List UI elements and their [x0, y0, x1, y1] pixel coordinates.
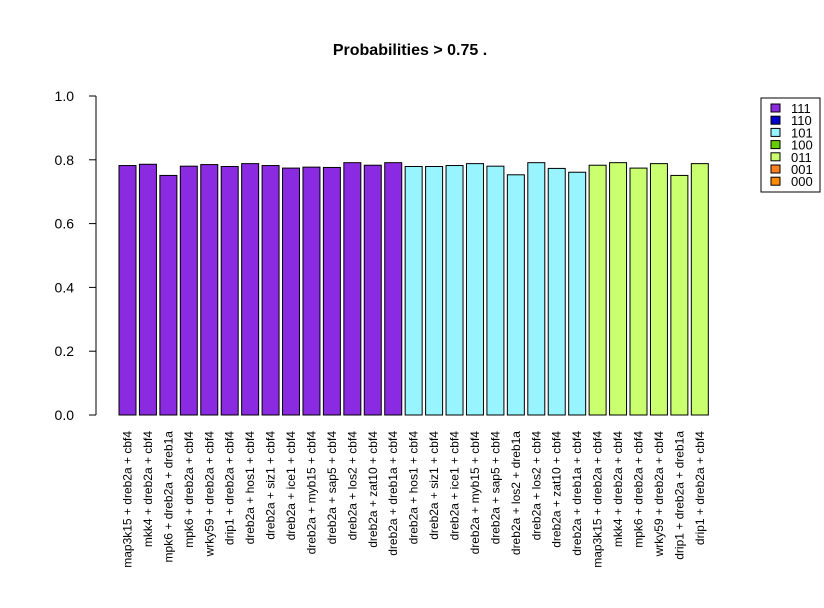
x-tick-label: map3k15 + dreb2a + cbf4 [591, 431, 605, 568]
y-tick-label: 0.4 [55, 279, 75, 295]
y-tick-label: 0.0 [55, 407, 75, 423]
x-tick-label: dreb2a + dreb1a + cbf4 [570, 431, 584, 556]
x-tick-label: drip1 + dreb2a + dreb1a [672, 431, 686, 560]
x-tick-label: dreb2a + hos1 + cbf4 [407, 431, 421, 545]
bar [670, 174, 689, 416]
legend-label: 001 [791, 162, 813, 177]
x-tick-label: drip1 + dreb2a + cbf4 [223, 431, 237, 545]
bar [159, 174, 178, 416]
y-tick-label: 0.6 [55, 216, 75, 232]
x-tick-label: mkk4 + dreb2a + cbf4 [141, 431, 155, 547]
bar [343, 162, 362, 416]
x-tick-label: map3k15 + dreb2a + cbf4 [121, 431, 135, 568]
bar [629, 167, 648, 416]
legend-swatch [770, 164, 781, 174]
y-axis: 0.0 0.2 0.4 0.6 0.8 1.0 [55, 88, 97, 423]
bar [138, 163, 157, 416]
bar [486, 165, 505, 416]
bar [282, 167, 301, 416]
bar [568, 171, 587, 416]
chart-title: Probabilities > 0.75 . [333, 42, 487, 59]
bar [609, 162, 628, 416]
bar [261, 165, 280, 416]
legend-swatch [770, 115, 781, 125]
bar [200, 164, 219, 416]
bar [425, 165, 444, 416]
legend-swatch [770, 140, 781, 150]
x-tick-label: mpk6 + dreb2a + cbf4 [182, 431, 196, 548]
bar [363, 164, 382, 416]
bar [220, 165, 239, 416]
x-tick-label: dreb2a + hos1 + cbf4 [243, 431, 257, 545]
bar [241, 163, 260, 416]
legend-label: 101 [791, 125, 813, 140]
x-tick-labels: map3k15 + dreb2a + cbf4 mkk4 + dreb2a + c… [121, 431, 707, 568]
legend-swatch [770, 152, 781, 162]
bar [649, 163, 668, 416]
legend-swatch [770, 103, 781, 113]
bar [506, 174, 525, 416]
bar [322, 166, 341, 416]
y-tick-label: 0.8 [55, 152, 75, 168]
bar [527, 162, 546, 416]
x-tick-label: dreb2a + ice1 + cbf4 [448, 431, 462, 541]
x-tick-label: dreb2a + sap5 + cbf4 [488, 431, 502, 545]
bars [118, 162, 709, 416]
x-tick-label: mpk6 + dreb2a + cbf4 [632, 431, 646, 548]
x-tick-label: drip1 + dreb2a + cbf4 [693, 431, 707, 545]
x-tick-label: dreb2a + myb15 + cbf4 [468, 431, 482, 555]
x-tick-label: wrky59 + dreb2a + cbf4 [202, 431, 216, 558]
x-tick-label: dreb2a + los2 + cbf4 [345, 431, 359, 541]
legend-label: 111 [791, 101, 811, 116]
bar [465, 163, 484, 416]
x-tick-label: dreb2a + siz1 + cbf4 [427, 431, 441, 540]
y-tick-label: 1.0 [55, 88, 75, 104]
legend-label: 100 [791, 138, 813, 153]
x-tick-label: dreb2a + zat10 + cbf4 [366, 431, 380, 548]
legend-label: 000 [791, 174, 813, 189]
x-tick-label: dreb2a + los2 + dreb1a [509, 431, 523, 555]
bar [690, 163, 709, 416]
x-tick-label: dreb2a + myb15 + cbf4 [304, 431, 318, 555]
legend-swatch [770, 176, 781, 186]
bar [302, 166, 321, 416]
legend-box [760, 97, 821, 193]
bar [445, 165, 464, 416]
bar [404, 165, 423, 416]
y-tick-label: 0.2 [55, 343, 75, 359]
bar [547, 167, 566, 416]
legend-swatch [770, 127, 781, 137]
x-tick-label: dreb2a + siz1 + cbf4 [264, 431, 278, 540]
x-tick-label: dreb2a + dreb1a + cbf4 [386, 431, 400, 556]
x-tick-label: wrky59 + dreb2a + cbf4 [652, 431, 666, 558]
legend-label: 011 [791, 150, 812, 165]
bar [179, 165, 198, 416]
bar [384, 162, 403, 416]
x-tick-label: mpk6 + dreb2a + dreb1a [161, 431, 175, 563]
x-tick-label: dreb2a + ice1 + cbf4 [284, 431, 298, 541]
x-tick-label: dreb2a + zat10 + cbf4 [550, 431, 564, 548]
x-tick-label: dreb2a + los2 + cbf4 [529, 431, 543, 541]
bar [118, 165, 137, 416]
legend-label: 110 [791, 113, 812, 128]
bar [588, 164, 607, 416]
x-tick-label: dreb2a + sap5 + cbf4 [325, 431, 339, 545]
x-tick-label: mkk4 + dreb2a + cbf4 [611, 431, 625, 547]
